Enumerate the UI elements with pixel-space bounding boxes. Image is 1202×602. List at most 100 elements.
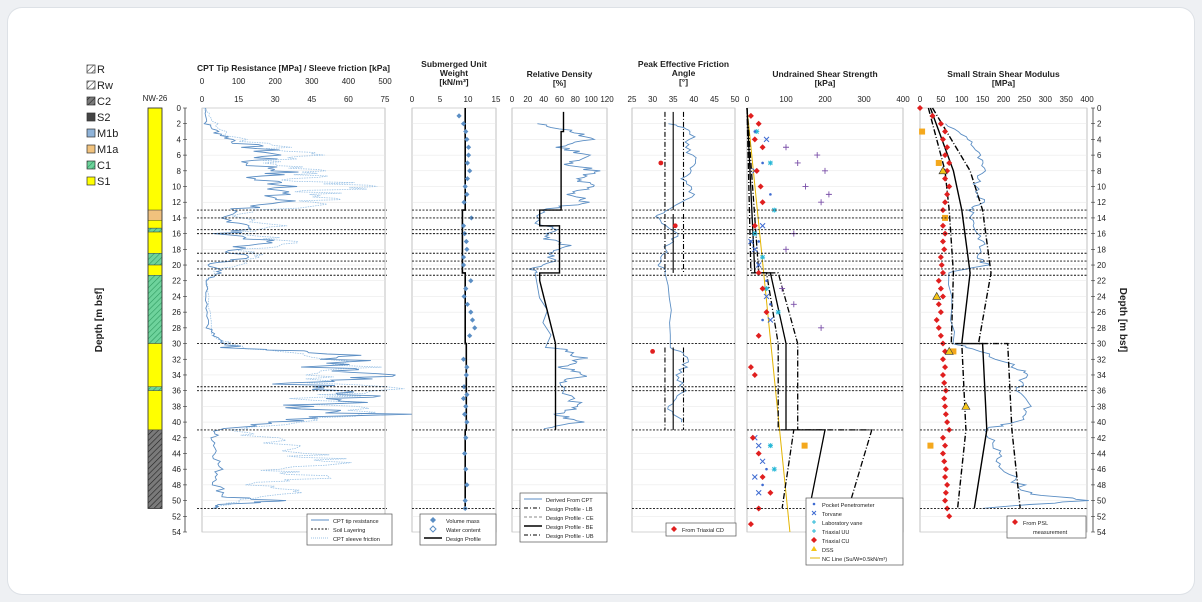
strata-legend: R Rw C2 S2 M1b M1a C1 S1	[86, 64, 119, 188]
marker-psl	[942, 128, 949, 135]
marker-volume-mass	[461, 293, 467, 300]
marker-triaxial-uu	[818, 324, 825, 331]
marker-pocket-pen	[753, 130, 757, 133]
panel-title: Undrained Shear Strength	[772, 69, 877, 79]
panel-small_strain_modulus: Small Strain Shear Modulus[MPa] 0 50 100 150…	[917, 69, 1094, 533]
x-tick: 20	[523, 95, 532, 104]
marker-volume-mass	[463, 466, 469, 472]
x-tick: 400	[1080, 95, 1094, 104]
legend-item: Torvane	[822, 512, 842, 518]
marker-psl	[942, 152, 949, 159]
marker-lab-vane	[767, 443, 773, 449]
marker-psl	[944, 419, 951, 426]
marker-triaxial-cd	[672, 223, 678, 229]
depth-tick-label: 52	[1097, 512, 1106, 521]
strata-layer-S1	[147, 390, 163, 431]
series-derived-cpt	[528, 123, 601, 431]
strata-layer-S1	[147, 107, 163, 211]
strata-layer-C2	[147, 429, 163, 509]
marker-volume-mass	[465, 144, 472, 150]
x-tick: 30	[648, 95, 657, 104]
x-tick: 200	[997, 95, 1011, 104]
panel-title: Submerged Unit	[421, 59, 487, 69]
marker-volume-mass	[464, 419, 470, 425]
marker-pocket-pen	[765, 279, 768, 283]
column-title: NW-26	[143, 94, 168, 103]
legend-label-M1a: M1a	[97, 144, 119, 156]
x-tick-top: 200	[269, 77, 283, 86]
marker-triangle	[944, 346, 954, 355]
marker-psl	[942, 489, 949, 496]
x-tick: 50	[731, 95, 740, 104]
legend-swatch-C1	[86, 160, 96, 170]
depth-tick-label: 6	[1097, 151, 1102, 160]
depth-tick-label: 54	[1097, 528, 1106, 537]
marker-volume-mass	[460, 254, 467, 260]
x-tick: 40	[689, 95, 698, 104]
legend-item: Triaxial CU	[822, 539, 849, 545]
marker-volume-mass	[462, 411, 468, 417]
marker-pocket-pen	[769, 302, 772, 306]
marker-orange-square	[935, 159, 942, 166]
depth-tick-label: 44	[1097, 449, 1106, 458]
depth-tick-label: 50	[172, 497, 181, 506]
legend-label-S2: S2	[97, 112, 110, 124]
depth-tick-label: 0	[177, 104, 182, 113]
profile-gmax-UB	[931, 107, 1021, 509]
depth-tick-label: 32	[1097, 355, 1106, 364]
x-tick: 75	[381, 95, 390, 104]
x-tick-top: 100	[232, 77, 246, 86]
strata-layer-S1	[147, 343, 163, 387]
legend-item: CPT sleeve friction	[333, 537, 380, 543]
depth-tick-label: 50	[1097, 497, 1106, 506]
strata-layer-C1	[147, 227, 163, 233]
marker-triaxial-cu	[753, 167, 760, 174]
marker-triaxial-uu	[814, 152, 821, 159]
x-tick: 30	[271, 95, 280, 104]
legend-label-R: R	[97, 64, 105, 76]
marker-volume-mass	[464, 160, 471, 166]
legend-item: NC Line (Su/W=0.5kN/m³)	[822, 557, 887, 563]
marker-psl	[939, 356, 946, 363]
marker-lab-vane	[767, 160, 773, 166]
marker-orange-square	[919, 128, 926, 135]
marker-volume-mass	[460, 262, 467, 268]
x-tick: 45	[710, 95, 719, 104]
marker-volume-mass	[464, 364, 470, 370]
x-tick: 100	[955, 95, 969, 104]
depth-tick-label: 2	[1097, 120, 1102, 129]
marker-triaxial-cu	[751, 222, 758, 229]
marker-volume-mass	[469, 317, 476, 323]
legend-item: measurement	[1033, 530, 1068, 536]
x-tick: 35	[669, 95, 678, 104]
depth-tick-label: 8	[177, 167, 182, 176]
strata-layer-M1a	[147, 209, 163, 221]
x-tick: 0	[200, 95, 205, 104]
marker-psl	[946, 183, 953, 190]
legend-box	[306, 513, 393, 546]
marker-volume-mass	[467, 168, 473, 174]
marker-volume-mass	[464, 191, 470, 197]
x-tick: 100	[584, 95, 598, 104]
marker-triaxial-cu	[747, 521, 754, 528]
panel-title: Angle	[672, 68, 696, 78]
marker-psl	[942, 497, 949, 504]
marker-psl	[944, 144, 951, 151]
depth-tick-label: 26	[1097, 308, 1106, 317]
depth-tick-label: 18	[172, 245, 181, 254]
marker-volume-mass	[464, 176, 471, 182]
legend-item: Design Profile - LB	[546, 507, 593, 513]
marker-triaxial-cu	[759, 285, 766, 292]
legend-friction-angle: From Triaxial CD	[665, 522, 737, 537]
marker-triaxial-cu	[759, 474, 766, 481]
marker-volume-mass	[461, 384, 467, 390]
marker-triaxial-uu	[802, 183, 809, 190]
depth-tick-label: 30	[1097, 340, 1106, 349]
panel-title: Peak Effective Friction	[638, 59, 729, 69]
marker-volume-mass	[463, 285, 469, 292]
marker-psl	[935, 301, 942, 308]
panel-title: [MPa]	[992, 78, 1015, 88]
depth-tick-label: 14	[172, 214, 181, 223]
strata-column: NW-26	[143, 94, 168, 509]
